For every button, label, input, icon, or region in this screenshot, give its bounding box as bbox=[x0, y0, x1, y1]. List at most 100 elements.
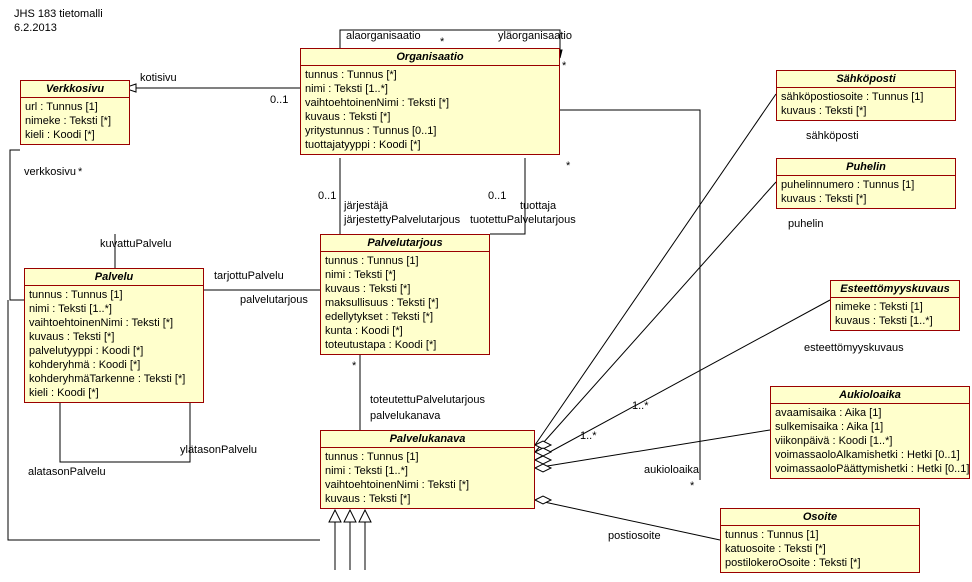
attr: vaihtoehtoinenNimi : Teksti [*] bbox=[305, 96, 555, 110]
attr: tunnus : Tunnus [1] bbox=[325, 254, 485, 268]
attr: kuvaus : Teksti [*] bbox=[781, 104, 951, 118]
attr: nimi : Teksti [1..*] bbox=[29, 302, 199, 316]
attr: postilokeroOsoite : Teksti [*] bbox=[725, 556, 915, 570]
attr: viikonpäivä : Koodi [1..*] bbox=[775, 434, 965, 448]
class-title: Esteettömyyskuvaus bbox=[831, 281, 959, 298]
class-verkkosivu: Verkkosivu url : Tunnus [1]nimeke : Tekst… bbox=[20, 80, 130, 145]
class-attrs: tunnus : Tunnus [1]nimi : Teksti [1..*]v… bbox=[25, 286, 203, 402]
attr: tuottajatyyppi : Koodi [*] bbox=[305, 138, 555, 152]
attr: kuvaus : Teksti [*] bbox=[29, 330, 199, 344]
class-puhelin: Puhelinpuhelinnumero : Tunnus [1]kuvaus … bbox=[776, 158, 956, 209]
attr: url : Tunnus [1] bbox=[25, 100, 125, 114]
attr: yritystunnus : Tunnus [0..1] bbox=[305, 124, 555, 138]
attr: kieli : Koodi [*] bbox=[29, 386, 199, 400]
mult-01-c: 0..1 bbox=[488, 190, 506, 202]
mult-01-b: 0..1 bbox=[318, 190, 336, 202]
class-attrs: tunnus : Tunnus [1]katuosoite : Teksti [… bbox=[721, 526, 919, 572]
lbl-toteutettu: toteutettuPalvelutarjous bbox=[370, 394, 485, 406]
class-aukioloaika: Aukioloaikaavaamisaika : Aika [1]sulkemi… bbox=[770, 386, 970, 479]
class-attrs: nimeke : Teksti [1]kuvaus : Teksti [1..*… bbox=[831, 298, 959, 330]
class-palvelutarjous: Palvelutarjoustunnus : Tunnus [1]nimi : … bbox=[320, 234, 490, 355]
class-attrs: puhelinnumero : Tunnus [1]kuvaus : Tekst… bbox=[777, 176, 955, 208]
lbl-jarjestetty: järjestettyPalvelutarjous bbox=[344, 214, 460, 226]
lbl-sahkoposti: sähköposti bbox=[806, 130, 859, 142]
lbl-aukioloaika: aukioloaika bbox=[644, 464, 699, 476]
attr: nimi : Teksti [1..*] bbox=[305, 82, 555, 96]
class-title: Puhelin bbox=[777, 159, 955, 176]
attr: kuvaus : Teksti [*] bbox=[325, 282, 485, 296]
attr: tunnus : Tunnus [*] bbox=[305, 68, 555, 82]
attr: tunnus : Tunnus [1] bbox=[725, 528, 915, 542]
class-palvelukanava: Palvelukanavatunnus : Tunnus [1]nimi : T… bbox=[320, 430, 535, 509]
mult-1s-b: 1..* bbox=[632, 400, 649, 412]
attr: avaamisaika : Aika [1] bbox=[775, 406, 965, 420]
class-title: Palvelu bbox=[25, 269, 203, 286]
lbl-alatason: alatasonPalvelu bbox=[28, 466, 106, 478]
mult-star-f: * bbox=[690, 480, 694, 492]
lbl-tarjottupalvelu: tarjottuPalvelu bbox=[214, 270, 284, 282]
attr: katuosoite : Teksti [*] bbox=[725, 542, 915, 556]
attr: tunnus : Tunnus [1] bbox=[29, 288, 199, 302]
attr: voimassaoloAlkamishetki : Hetki [0..1] bbox=[775, 448, 965, 462]
class-attrs: tunnus : Tunnus [1]nimi : Teksti [1..*]v… bbox=[321, 448, 534, 508]
attr: puhelinnumero : Tunnus [1] bbox=[781, 178, 951, 192]
lbl-kuvattupalvelu: kuvattuPalvelu bbox=[100, 238, 172, 250]
attr: vaihtoehtoinenNimi : Teksti [*] bbox=[29, 316, 199, 330]
mult-star-b: * bbox=[352, 360, 356, 372]
lbl-ylaorganisaatio: yläorganisaatio bbox=[498, 30, 572, 42]
class-attrs: avaamisaika : Aika [1]sulkemisaika : Aik… bbox=[771, 404, 969, 478]
attr: nimi : Teksti [*] bbox=[325, 268, 485, 282]
attr: edellytykset : Teksti [*] bbox=[325, 310, 485, 324]
mult-star-d: * bbox=[562, 60, 566, 72]
attr: palvelutyyppi : Koodi [*] bbox=[29, 344, 199, 358]
class-attrs: tunnus : Tunnus [*]nimi : Teksti [1..*]v… bbox=[301, 66, 559, 154]
class-attrs: sähköpostiosoite : Tunnus [1]kuvaus : Te… bbox=[777, 88, 955, 120]
lbl-palvelutarjous: palvelutarjous bbox=[240, 294, 308, 306]
class-palvelu: Palvelutunnus : Tunnus [1]nimi : Teksti … bbox=[24, 268, 204, 403]
attr: kuvaus : Teksti [*] bbox=[305, 110, 555, 124]
attr: kuvaus : Teksti [*] bbox=[781, 192, 951, 206]
attr: toteutustapa : Koodi [*] bbox=[325, 338, 485, 352]
class-osoite: Osoitetunnus : Tunnus [1]katuosoite : Te… bbox=[720, 508, 920, 573]
mult-star-a: * bbox=[78, 166, 82, 178]
mult-1s-a: 1..* bbox=[580, 430, 597, 442]
attr: maksullisuus : Teksti [*] bbox=[325, 296, 485, 310]
attr: sähköpostiosoite : Tunnus [1] bbox=[781, 90, 951, 104]
lbl-jarjestaja: järjestäjä bbox=[344, 200, 388, 212]
class-esteettomyyskuvaus: Esteettömyyskuvausnimeke : Teksti [1]kuv… bbox=[830, 280, 960, 331]
lbl-kotisivu: kotisivu bbox=[140, 72, 177, 84]
mult-star-c: * bbox=[440, 36, 444, 48]
class-title: Organisaatio bbox=[301, 49, 559, 66]
lbl-tuottaja: tuottaja bbox=[520, 200, 556, 212]
lbl-tuotettu: tuotettuPalvelutarjous bbox=[470, 214, 576, 226]
class-organisaatio: Organisaatiotunnus : Tunnus [*]nimi : Te… bbox=[300, 48, 560, 155]
lbl-verkkosivu: verkkosivu bbox=[24, 166, 76, 178]
attr: nimi : Teksti [1..*] bbox=[325, 464, 530, 478]
attr: nimeke : Teksti [*] bbox=[25, 114, 125, 128]
mult-01-a: 0..1 bbox=[270, 94, 288, 106]
lbl-ylatason: ylätasonPalvelu bbox=[180, 444, 257, 456]
attr: kuvaus : Teksti [1..*] bbox=[835, 314, 955, 328]
class-sahkoposti: Sähköpostisähköpostiosoite : Tunnus [1]k… bbox=[776, 70, 956, 121]
attr: kohderyhmäTarkenne : Teksti [*] bbox=[29, 372, 199, 386]
class-title: Palvelukanava bbox=[321, 431, 534, 448]
uml-canvas: { "meta":{"title1":"JHS 183 tietomalli",… bbox=[0, 0, 972, 582]
lbl-puhelin: puhelin bbox=[788, 218, 823, 230]
attr: kunta : Koodi [*] bbox=[325, 324, 485, 338]
lbl-palvelukanava: palvelukanava bbox=[370, 410, 440, 422]
lbl-esteettomyys: esteettömyyskuvaus bbox=[804, 342, 904, 354]
lbl-postiosoite: postiosoite bbox=[608, 530, 661, 542]
class-attrs: tunnus : Tunnus [1]nimi : Teksti [*]kuva… bbox=[321, 252, 489, 354]
class-title: Aukioloaika bbox=[771, 387, 969, 404]
attr: sulkemisaika : Aika [1] bbox=[775, 420, 965, 434]
class-title: Osoite bbox=[721, 509, 919, 526]
lbl-alaorganisaatio: alaorganisaatio bbox=[346, 30, 421, 42]
mult-star-e: * bbox=[566, 160, 570, 172]
attr: kohderyhmä : Koodi [*] bbox=[29, 358, 199, 372]
class-title: Verkkosivu bbox=[21, 81, 129, 98]
attr: tunnus : Tunnus [1] bbox=[325, 450, 530, 464]
class-title: Palvelutarjous bbox=[321, 235, 489, 252]
attr: kuvaus : Teksti [*] bbox=[325, 492, 530, 506]
attr: nimeke : Teksti [1] bbox=[835, 300, 955, 314]
attr: voimassaoloPäättymishetki : Hetki [0..1] bbox=[775, 462, 965, 476]
